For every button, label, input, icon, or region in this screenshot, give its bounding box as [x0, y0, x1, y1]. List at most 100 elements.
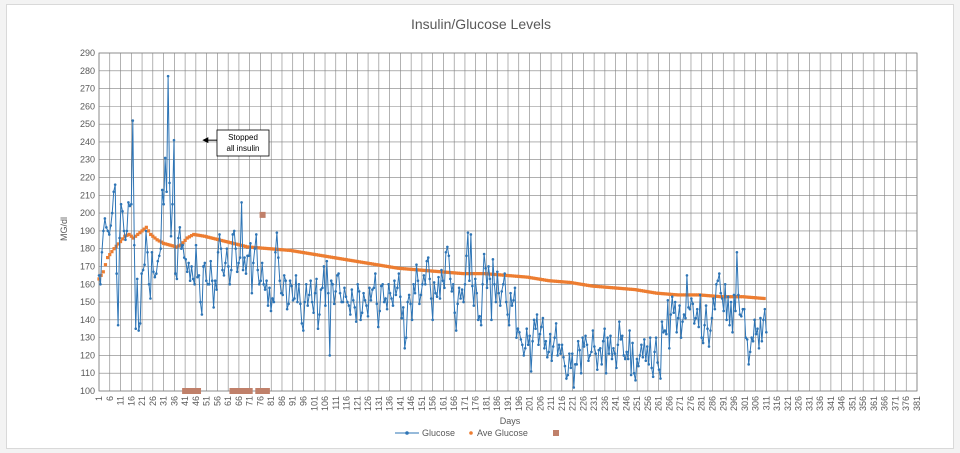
ave-glucose-point — [437, 270, 441, 274]
ave-glucose-point — [762, 296, 766, 301]
glucose-point — [597, 348, 601, 352]
glucose-point — [100, 250, 104, 254]
chart-area: Insulin/Glucose Levels 100 110 120 130 140 15… — [6, 4, 954, 449]
x-tick-label: 151 — [417, 396, 427, 411]
chart-legend: Glucose Ave Glucose — [395, 428, 559, 438]
glucose-point — [673, 300, 677, 304]
ave-glucose-point — [482, 271, 486, 276]
ave-glucose-point — [327, 255, 331, 259]
ave-glucose-point — [340, 257, 344, 261]
y-tick-label: 150 — [80, 297, 95, 307]
ave-glucose-point — [161, 241, 166, 245]
glucose-point — [529, 370, 533, 373]
ave-glucose-point — [667, 292, 672, 296]
glucose-point — [299, 302, 302, 306]
glucose-point — [121, 210, 124, 213]
glucose-point — [329, 279, 333, 283]
ave-glucose-point — [196, 233, 200, 237]
ave-glucose-point — [121, 237, 125, 241]
glucose-point — [604, 371, 608, 375]
glucose-point — [119, 202, 123, 206]
glucose-point — [518, 330, 521, 334]
ave-glucose-point — [545, 278, 549, 282]
glucose-point — [382, 300, 386, 304]
ave-glucose-point — [678, 293, 682, 297]
glucose-point — [447, 254, 451, 258]
ave-glucose-point — [321, 254, 325, 258]
ave-glucose-point — [452, 271, 456, 275]
ave-glucose-point — [441, 270, 446, 274]
glucose-point — [644, 359, 648, 363]
ave-glucose-point — [284, 248, 288, 252]
glucose-point — [688, 307, 692, 311]
ave-glucose-point — [316, 253, 321, 257]
glucose-point — [224, 261, 227, 265]
glucose-point — [471, 284, 474, 288]
ave-glucose-point — [390, 265, 394, 269]
x-tick-label: 306 — [751, 396, 761, 411]
ave-glucose-point — [719, 295, 723, 299]
legend-glucose-marker — [405, 431, 409, 435]
glucose-point — [512, 298, 515, 302]
glucose-point — [250, 291, 254, 295]
glucose-point — [410, 318, 414, 322]
glucose-point — [756, 327, 759, 331]
ave-glucose-point — [553, 279, 557, 283]
glucose-point — [622, 354, 626, 357]
glucose-point — [598, 347, 602, 350]
glucose-point — [234, 247, 237, 250]
ave-glucose-point — [144, 225, 148, 229]
glucose-point — [282, 274, 286, 277]
glucose-point — [581, 336, 584, 339]
x-tick-label: 36 — [169, 396, 179, 406]
glucose-point — [434, 291, 437, 295]
ave-glucose-point — [228, 241, 232, 245]
glucose-point — [372, 286, 376, 290]
glucose-point — [107, 233, 111, 236]
ave-glucose-point — [271, 247, 275, 251]
glucose-point — [128, 204, 132, 208]
ave-glucose-point — [153, 236, 157, 240]
glucose-point — [528, 334, 531, 338]
glucose-point — [369, 298, 373, 302]
ave-glucose-point — [407, 267, 411, 271]
ave-glucose-point — [207, 235, 211, 239]
glucose-point — [228, 282, 232, 286]
ave-glucose-point — [463, 271, 467, 276]
ave-glucose-point — [334, 256, 338, 260]
glucose-point — [765, 330, 768, 334]
glucose-point — [240, 201, 243, 204]
glucose-point — [620, 334, 624, 338]
glucose-point — [356, 282, 359, 286]
glucose-point — [341, 300, 345, 304]
glucose-point — [304, 282, 308, 286]
glucose-point — [360, 311, 364, 315]
glucose-point — [763, 307, 767, 311]
glucose-point — [740, 314, 743, 318]
glucose-point — [277, 256, 280, 259]
ave-glucose-point — [620, 286, 624, 291]
ave-glucose-point — [428, 269, 433, 273]
x-tick-label: 346 — [837, 396, 847, 411]
ave-glucose-point — [400, 267, 405, 271]
glucose-point — [659, 377, 662, 380]
ave-glucose-point — [301, 250, 306, 255]
ave-glucose-point — [323, 254, 327, 258]
glucose-point — [616, 343, 620, 347]
x-tick-label: 206 — [535, 396, 545, 411]
annotation-line-2: all insulin — [227, 144, 260, 153]
x-tick-label: 276 — [686, 396, 696, 411]
ave-glucose-point — [267, 247, 271, 251]
legend-ave-marker — [469, 431, 473, 435]
glucose-point — [704, 304, 708, 307]
glucose-point — [660, 320, 664, 323]
ave-glucose-point — [575, 281, 579, 286]
glucose-point — [390, 297, 393, 300]
plot-border — [98, 52, 918, 392]
glucose-point — [218, 233, 221, 236]
ave-glucose-point — [269, 247, 273, 251]
glucose-point — [473, 277, 477, 281]
glucose-point — [579, 371, 583, 375]
ave-glucose-point — [650, 290, 654, 295]
y-tick-label: 180 — [80, 244, 95, 254]
